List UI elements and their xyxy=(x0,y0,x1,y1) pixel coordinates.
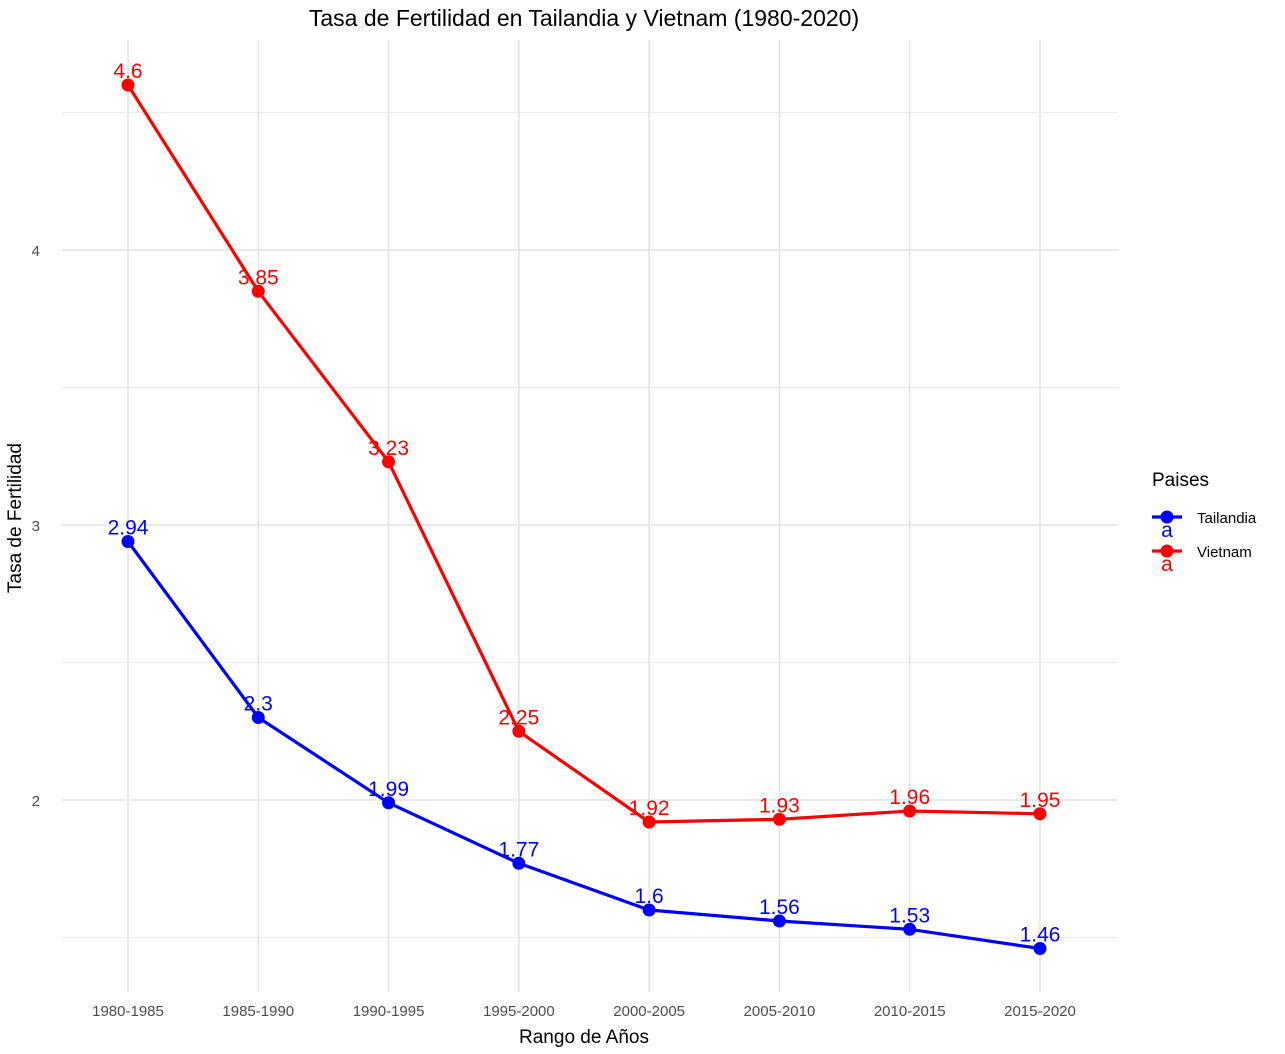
data-label-tailandia: 1.99 xyxy=(368,778,409,801)
y-tick-label: 4 xyxy=(32,243,40,260)
x-tick-label: 1990-1995 xyxy=(353,1003,425,1020)
data-label-tailandia: 1.46 xyxy=(1020,924,1061,947)
x-tick-label: 1980-1985 xyxy=(92,1003,164,1020)
data-label-vietnam: 3.23 xyxy=(368,437,409,460)
data-point-vietnam xyxy=(903,804,917,818)
legend-label-vietnam: Vietnam xyxy=(1197,544,1252,561)
y-tick-label: 3 xyxy=(32,518,40,535)
data-label-tailandia: 2.94 xyxy=(108,517,149,540)
data-label-vietnam: 1.93 xyxy=(759,794,800,817)
y-axis-title: Tasa de Fertilidad xyxy=(5,443,26,593)
data-point-vietnam xyxy=(772,812,786,826)
data-point-vietnam xyxy=(642,815,656,829)
data-point-vietnam xyxy=(1033,807,1047,821)
series-line-tailandia xyxy=(126,539,1042,951)
legend-key-point-tailandia xyxy=(1160,510,1174,524)
x-tick-label: 2010-2015 xyxy=(874,1003,946,1020)
data-point-tailandia xyxy=(512,856,526,870)
legend-label-tailandia: Tailandia xyxy=(1197,510,1257,527)
data-point-vietnam xyxy=(382,455,396,469)
x-tick-label: 2015-2020 xyxy=(1004,1003,1076,1020)
x-tick-label: 2005-2010 xyxy=(744,1003,816,1020)
series-group xyxy=(121,78,1047,955)
y-tick-label: 2 xyxy=(32,793,40,810)
legend: Paises a Tailandia a Vietnam xyxy=(1152,470,1257,576)
data-point-tailandia xyxy=(642,903,656,917)
legend-key-point-vietnam xyxy=(1160,544,1174,558)
data-point-tailandia xyxy=(772,914,786,928)
data-point-tailandia xyxy=(1033,942,1047,955)
data-point-vietnam xyxy=(121,78,135,92)
data-label-vietnam: 1.92 xyxy=(629,797,670,820)
data-label-tailandia: 2.3 xyxy=(244,693,273,716)
x-axis-title: Rango de Años xyxy=(519,1027,649,1048)
chart-title: Tasa de Fertilidad en Tailandia y Vietna… xyxy=(309,5,859,31)
data-label-vietnam: 2.25 xyxy=(498,706,539,729)
data-point-vietnam xyxy=(512,724,526,738)
data-label-tailandia: 1.77 xyxy=(498,838,539,861)
data-point-tailandia xyxy=(903,922,917,936)
series-line-vietnam xyxy=(126,83,1042,824)
data-label-tailandia: 1.56 xyxy=(759,896,800,919)
x-tick-label: 1985-1990 xyxy=(222,1003,294,1020)
data-label-vietnam: 3.85 xyxy=(238,266,279,289)
gridlines xyxy=(62,40,1118,992)
data-point-vietnam xyxy=(251,284,265,298)
x-tick-label: 1995-2000 xyxy=(483,1003,555,1020)
axes: Tasa de Fertilidad en Tailandia y Vietna… xyxy=(5,5,1076,1048)
legend-title: Paises xyxy=(1152,470,1209,491)
data-label-vietnam: 4.6 xyxy=(113,60,142,83)
data-label-tailandia: 1.53 xyxy=(889,904,930,927)
data-label-vietnam: 1.95 xyxy=(1020,789,1061,812)
legend-key-glyph-tailandia: a xyxy=(1161,519,1173,542)
data-labels: 2.94 2.3 1.99 1.77 1.6 1.56 1.53 1.46 4.6 3.85 3.2… xyxy=(108,60,1061,947)
legend-key-glyph-vietnam: a xyxy=(1161,553,1173,576)
data-point-tailandia xyxy=(251,711,265,724)
data-label-tailandia: 1.6 xyxy=(635,885,664,908)
data-point-tailandia xyxy=(382,796,396,810)
data-point-tailandia xyxy=(121,535,135,548)
data-label-vietnam: 1.96 xyxy=(889,786,930,809)
x-tick-label: 2000-2005 xyxy=(613,1003,685,1020)
